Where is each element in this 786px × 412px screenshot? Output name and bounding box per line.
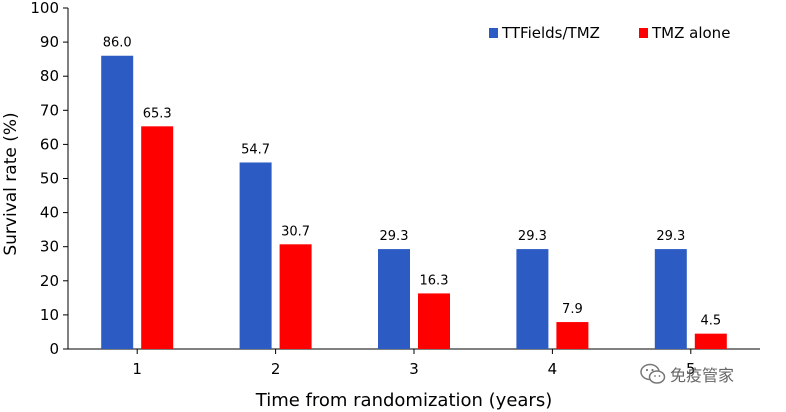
- bar-labels: 86.0 65.3 54.7 30.7 29.3 16.3 29.3 7.9 29.3 4.5: [103, 36, 721, 329]
- legend-swatch: [489, 28, 498, 38]
- x-tick-label: 4: [548, 360, 558, 378]
- bar-value-label: 30.7: [281, 224, 310, 239]
- y-axis-label: Survival rate (%): [1, 112, 21, 255]
- bar-value-label: 4.5: [700, 314, 721, 329]
- y-tick-label: 60: [40, 135, 59, 153]
- x-axis: 1 2 3 4 5: [68, 348, 760, 378]
- bar-tmz-alone: [141, 126, 174, 350]
- bar-tmz-alone: [556, 322, 589, 349]
- watermark-text: 免疫管家: [670, 366, 735, 385]
- bar-value-label: 29.3: [380, 229, 409, 244]
- bar-tmz-alone: [418, 293, 450, 349]
- y-tick-label: 30: [40, 238, 59, 256]
- bar-ttfields-tmz: [239, 162, 272, 349]
- bars: [101, 55, 727, 350]
- bar-ttfields-tmz: [378, 249, 410, 349]
- bar-value-label: 7.9: [562, 302, 583, 317]
- bar-value-label: 65.3: [143, 106, 172, 121]
- bar-tmz-alone: [279, 244, 312, 349]
- y-tick-label: 100: [30, 0, 59, 17]
- y-axis: 0 10 20 30 40 50 60 70 80 90 100: [30, 0, 69, 358]
- x-tick-label: 5: [686, 360, 696, 378]
- x-tick-label: 1: [132, 360, 142, 378]
- legend-label: TMZ alone: [651, 24, 730, 42]
- y-tick-label: 20: [40, 272, 59, 290]
- y-tick-label: 50: [40, 170, 59, 188]
- y-tick-label: 0: [49, 340, 59, 358]
- watermark: 免疫管家: [640, 362, 734, 386]
- bar-tmz-alone: [694, 333, 727, 349]
- legend-swatch: [639, 28, 648, 38]
- x-axis-label: Time from randomization (years): [255, 390, 552, 411]
- bar-value-label: 86.0: [103, 36, 132, 51]
- wechat-icon: [640, 363, 666, 385]
- y-tick-label: 70: [40, 101, 59, 119]
- bar-ttfields-tmz: [654, 249, 687, 349]
- y-tick-label: 40: [40, 204, 59, 222]
- x-tick-label: 3: [409, 360, 419, 378]
- bar-value-label: 29.3: [656, 229, 685, 244]
- bar-ttfields-tmz: [516, 249, 549, 349]
- bar-value-label: 16.3: [420, 273, 449, 288]
- bar-value-label: 54.7: [241, 142, 270, 157]
- x-tick-label: 2: [271, 360, 281, 378]
- legend: TTFields/TMZ TMZ alone: [489, 24, 730, 42]
- bar-value-label: 29.3: [518, 229, 547, 244]
- y-tick-label: 80: [40, 67, 59, 85]
- legend-label: TTFields/TMZ: [501, 24, 600, 42]
- y-tick-label: 10: [40, 306, 59, 324]
- y-tick-label: 90: [40, 33, 59, 51]
- bar-ttfields-tmz: [101, 55, 134, 350]
